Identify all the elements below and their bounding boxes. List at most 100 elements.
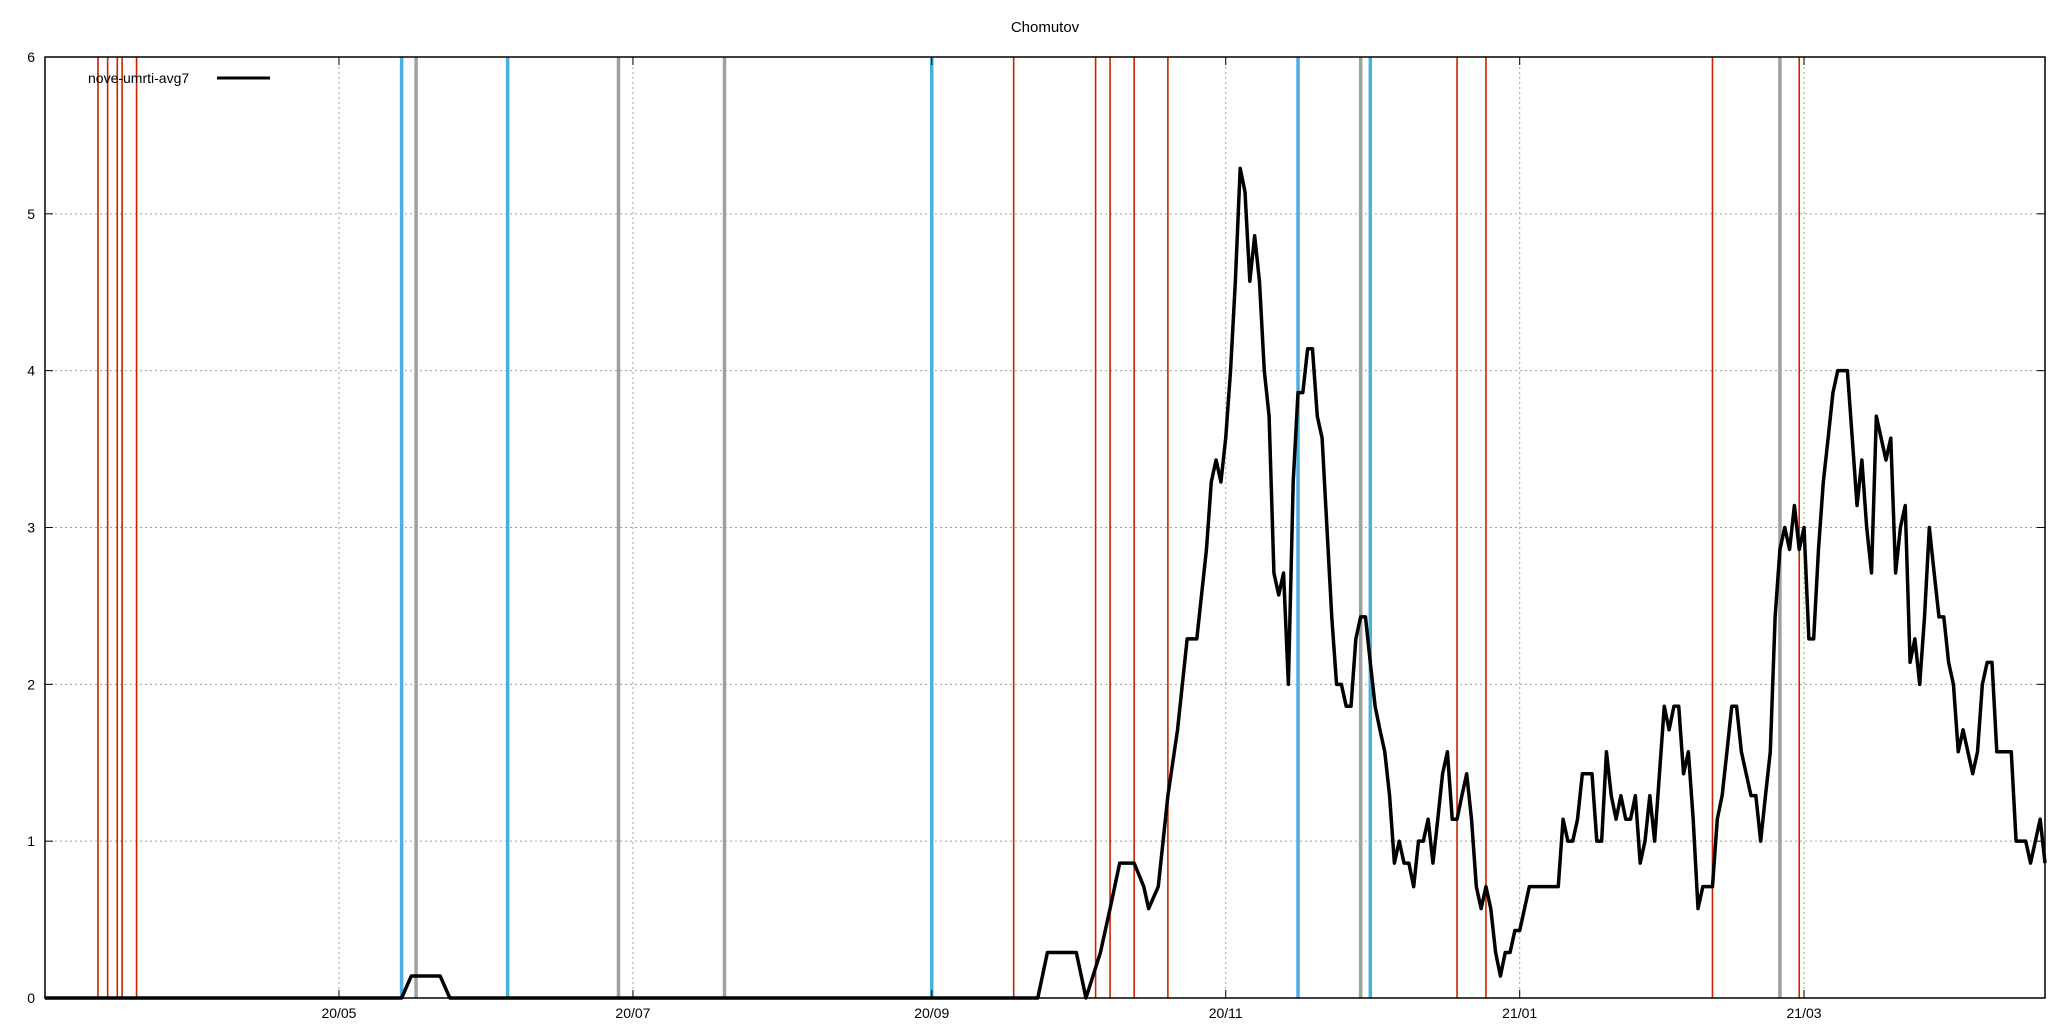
data-point	[1711, 885, 1714, 888]
data-point	[1971, 772, 1974, 775]
series-layer	[44, 166, 2047, 1000]
data-point	[1658, 772, 1661, 775]
data-point	[2024, 840, 2027, 842]
data-point	[1779, 548, 1781, 551]
y-tick-label: 1	[27, 833, 35, 849]
data-point	[1668, 729, 1670, 731]
data-point	[1321, 437, 1323, 439]
data-point	[1745, 772, 1747, 775]
data-point	[1567, 840, 1569, 842]
data-point	[1918, 683, 1921, 686]
data-point	[1306, 347, 1309, 350]
data-point	[1605, 750, 1608, 753]
data-point	[1302, 391, 1304, 394]
data-point	[1967, 750, 1969, 753]
data-point	[1769, 750, 1772, 753]
data-point	[1649, 794, 1651, 797]
data-point	[1446, 750, 1449, 753]
data-point	[1981, 683, 1984, 686]
data-point	[1996, 750, 1998, 753]
data-point	[1687, 750, 1690, 753]
data-point	[1504, 951, 1507, 954]
data-point	[1143, 885, 1145, 888]
data-point	[1489, 907, 1492, 910]
data-point	[1249, 280, 1251, 283]
x-tick-label: 20/11	[1209, 1005, 1243, 1021]
data-point	[1210, 481, 1213, 483]
data-point	[1075, 951, 1078, 954]
data-point	[1456, 818, 1458, 821]
data-point	[1692, 818, 1694, 821]
data-point	[1764, 794, 1767, 797]
event-lines	[97, 57, 1801, 998]
data-point	[1735, 705, 1738, 708]
data-point	[1562, 818, 1564, 821]
data-point	[1282, 572, 1285, 574]
data-point	[1533, 885, 1535, 888]
chart-title: Chomutov	[1011, 19, 1080, 36]
data-point	[1653, 840, 1656, 842]
legend: nove-umrti-avg7	[88, 70, 270, 86]
data-point	[1702, 885, 1704, 888]
x-tick-label: 21/01	[1502, 1005, 1537, 1021]
data-point	[1755, 794, 1757, 797]
data-point	[1326, 526, 1328, 529]
data-point	[2015, 840, 2017, 842]
data-point	[1523, 907, 1526, 910]
x-tick-label: 20/07	[615, 1005, 650, 1021]
data-point	[1196, 638, 1198, 640]
data-point	[1244, 191, 1246, 193]
series-line	[45, 166, 2047, 1000]
data-point	[1118, 862, 1121, 864]
data-point	[1258, 280, 1261, 283]
data-point	[2010, 750, 2013, 753]
data-point	[1345, 705, 1347, 708]
data-point	[1518, 929, 1521, 932]
data-point	[1943, 616, 1945, 618]
data-point	[1865, 526, 1868, 529]
data-point	[1432, 862, 1434, 864]
data-point	[1388, 794, 1391, 797]
data-point	[1914, 638, 1916, 640]
data-point	[1721, 794, 1723, 797]
data-point	[1774, 616, 1776, 618]
x-tick-label: 20/05	[321, 1005, 356, 1021]
data-point	[1176, 729, 1179, 731]
data-point	[1350, 705, 1352, 708]
y-tick-label: 6	[27, 49, 35, 65]
data-point	[1952, 683, 1955, 686]
data-point	[1461, 794, 1463, 797]
data-point	[1880, 437, 1882, 439]
data-point	[1899, 526, 1902, 529]
data-point	[1205, 548, 1208, 551]
data-point	[1475, 885, 1478, 888]
data-point	[439, 975, 441, 977]
data-point	[1793, 504, 1796, 507]
data-point	[1817, 548, 1820, 551]
data-point	[1682, 772, 1685, 775]
data-point	[1827, 437, 1829, 439]
axis-ticks: 0 1 2 3 4 5 6 20/05 20/07 20/09 20/11 21/01 21/03	[27, 49, 2045, 1021]
data-point	[1359, 616, 1362, 618]
data-point	[1677, 705, 1680, 708]
data-point	[1644, 840, 1646, 842]
data-point	[1422, 840, 1425, 842]
data-point	[1591, 772, 1593, 775]
data-point	[1046, 951, 1049, 954]
data-point	[1894, 572, 1897, 574]
data-point	[1509, 951, 1511, 954]
data-point	[1600, 840, 1603, 842]
data-point	[1215, 459, 1217, 461]
data-point	[1465, 772, 1468, 775]
data-point	[1239, 167, 1241, 170]
data-point	[1962, 729, 1964, 731]
data-point	[1933, 572, 1935, 574]
x-tick-label: 20/09	[914, 1005, 949, 1021]
data-point	[1938, 616, 1940, 618]
data-point	[1716, 818, 1719, 821]
data-point	[1186, 638, 1188, 640]
data-point	[1340, 683, 1343, 686]
data-point	[1234, 280, 1237, 283]
data-point	[1889, 437, 1892, 439]
data-point	[1663, 705, 1666, 708]
